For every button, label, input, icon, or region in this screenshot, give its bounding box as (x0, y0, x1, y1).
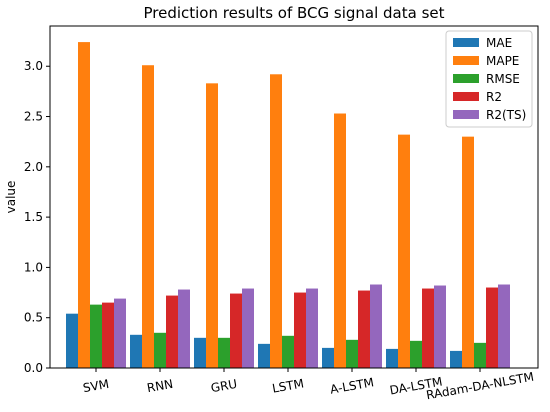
bar-mape-1 (142, 65, 154, 369)
bars-group (66, 42, 510, 369)
bar-rmse-3 (282, 335, 294, 368)
bar-mape-5 (398, 134, 410, 368)
bar-rmse-5 (410, 340, 422, 368)
bar-r2-0 (102, 302, 114, 368)
y-tick-label: 1.5 (24, 210, 43, 224)
legend-label: R2(TS) (486, 108, 526, 122)
bar-rmse-6 (474, 342, 486, 368)
x-tick-label: GRU (210, 377, 238, 395)
bar-r2-ts--4 (370, 284, 382, 368)
y-tick-label: 0.5 (24, 311, 43, 325)
y-axis-label: value (4, 181, 18, 214)
legend-label: MAE (486, 36, 512, 50)
bar-rmse-4 (346, 339, 358, 368)
legend-label: RMSE (486, 72, 520, 86)
legend-box (445, 30, 533, 128)
bar-mae-4 (322, 347, 334, 368)
bar-r2-ts--2 (242, 288, 254, 368)
bar-r2-5 (422, 288, 434, 368)
bar-r2-ts--3 (306, 288, 318, 368)
legend: MAE MAPE RMSE R2 R2(TS) (445, 30, 533, 128)
legend-swatch (453, 56, 479, 65)
plot-frame (49, 25, 539, 369)
bar-r2-1 (166, 295, 178, 368)
y-tick-label: 0.0 (24, 361, 43, 375)
legend-swatch (453, 38, 479, 47)
x-tick-label: RAdam-DA-NLSTM (425, 370, 535, 403)
y-tick-label: 2.5 (24, 110, 43, 124)
bar-mape-2 (206, 83, 218, 368)
bar-mape-3 (270, 74, 282, 369)
bar-r2-3 (294, 292, 306, 368)
bar-mape-0 (78, 42, 90, 368)
bar-mape-4 (334, 113, 346, 368)
bar-r2-ts--1 (178, 289, 190, 368)
legend-swatch (453, 92, 479, 101)
bar-r2-6 (486, 287, 498, 368)
y-tick-label: 2.0 (24, 160, 43, 174)
bar-r2-2 (230, 293, 242, 368)
bar-rmse-1 (154, 332, 166, 368)
bar-r2-ts--0 (114, 298, 126, 368)
x-tick-label: RNN (146, 377, 174, 395)
bar-mae-3 (258, 343, 270, 368)
y-tick-label: 1.0 (24, 260, 43, 274)
x-tick-label: SVM (82, 377, 110, 395)
chart-title: Prediction results of BCG signal data se… (143, 4, 444, 22)
legend-label: R2 (486, 90, 502, 104)
legend-swatch (453, 110, 479, 119)
bar-mape-6 (462, 136, 474, 368)
bar-mae-5 (386, 348, 398, 368)
legend-swatch (453, 74, 479, 83)
bar-r2-4 (358, 290, 370, 368)
bar-mae-6 (450, 350, 462, 368)
legend-label: MAPE (486, 54, 519, 68)
y-axis-ticks: 0.0 0.5 1.0 1.5 2.0 2.5 3.0 (24, 59, 50, 375)
x-tick-label: LSTM (271, 376, 305, 395)
bar-rmse-2 (218, 337, 230, 368)
x-tick-label: A-LSTM (329, 375, 375, 396)
bar-mae-0 (66, 313, 78, 368)
bar-mae-1 (130, 334, 142, 368)
bar-mae-2 (194, 337, 206, 368)
bar-r2-ts--5 (434, 285, 446, 368)
y-tick-label: 3.0 (24, 59, 43, 73)
bar-rmse-0 (90, 304, 102, 368)
bar-r2-ts--6 (498, 284, 510, 368)
